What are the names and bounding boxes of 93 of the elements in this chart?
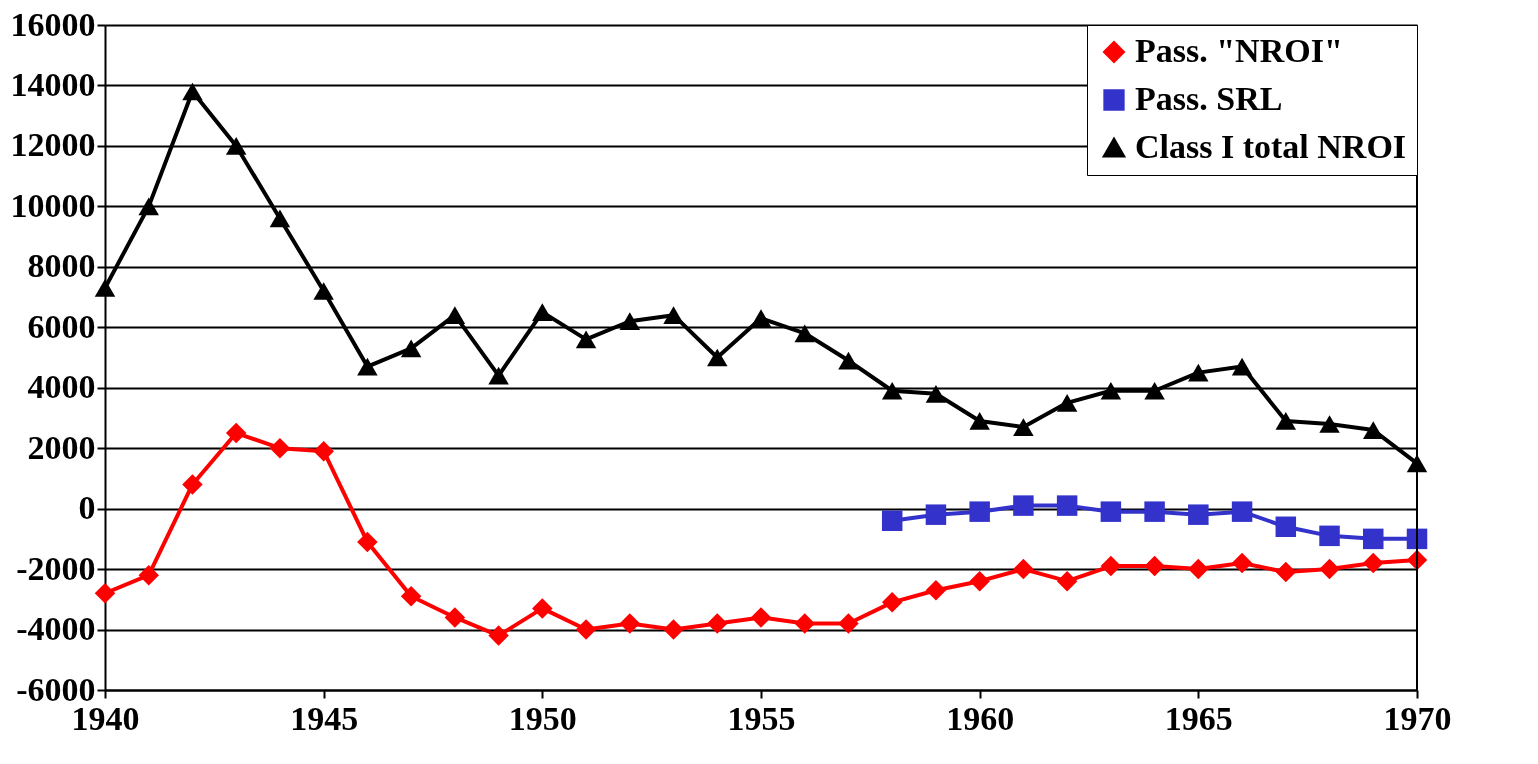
point bbox=[313, 440, 334, 462]
point bbox=[182, 474, 203, 495]
point bbox=[138, 564, 159, 586]
point bbox=[1363, 552, 1384, 574]
point bbox=[1319, 415, 1340, 433]
y-tick-label: 0 bbox=[78, 489, 96, 527]
point bbox=[1319, 558, 1340, 580]
point bbox=[1319, 525, 1340, 547]
point bbox=[138, 197, 159, 216]
point bbox=[1100, 381, 1122, 400]
point bbox=[313, 282, 334, 300]
point bbox=[225, 422, 247, 444]
legend-label: Pass. SRL bbox=[1135, 80, 1283, 117]
point bbox=[1013, 558, 1034, 580]
point bbox=[1231, 552, 1253, 574]
point bbox=[1363, 528, 1384, 550]
point bbox=[1100, 501, 1122, 522]
point bbox=[1231, 501, 1253, 522]
point bbox=[838, 351, 859, 370]
y-tick-label: 12000 bbox=[10, 126, 96, 164]
point bbox=[444, 306, 466, 325]
point bbox=[1231, 357, 1253, 376]
point bbox=[969, 570, 990, 592]
point bbox=[532, 598, 553, 619]
point bbox=[575, 330, 597, 349]
point bbox=[881, 592, 903, 613]
y-tick-label: 4000 bbox=[27, 368, 96, 406]
x-tick-label: 1965 bbox=[1164, 699, 1233, 737]
point bbox=[663, 306, 684, 325]
point bbox=[1363, 421, 1384, 439]
point bbox=[269, 209, 291, 228]
point bbox=[838, 613, 859, 634]
point bbox=[94, 583, 116, 604]
point bbox=[357, 531, 378, 553]
point bbox=[1275, 412, 1297, 430]
point bbox=[1100, 555, 1122, 577]
point bbox=[707, 348, 728, 367]
point bbox=[619, 613, 641, 634]
point bbox=[925, 384, 947, 403]
point bbox=[1188, 363, 1209, 382]
point bbox=[488, 366, 509, 385]
point bbox=[750, 309, 772, 328]
point bbox=[400, 339, 422, 358]
point bbox=[1144, 555, 1165, 577]
point bbox=[1056, 570, 1078, 592]
y-tick-label: 6000 bbox=[27, 307, 96, 345]
y-tick-label: -4000 bbox=[16, 610, 96, 648]
point bbox=[1275, 561, 1297, 583]
point bbox=[532, 303, 553, 322]
y-tick-label: -6000 bbox=[16, 670, 96, 708]
legend-label: Class I total NROI bbox=[1135, 128, 1407, 165]
point bbox=[794, 613, 815, 634]
x-tick-label: 1950 bbox=[508, 699, 577, 737]
y-tick-label: -2000 bbox=[16, 549, 96, 587]
point bbox=[1275, 516, 1297, 538]
point bbox=[357, 357, 378, 376]
x-tick-label: 1960 bbox=[946, 699, 1015, 737]
point bbox=[1056, 495, 1078, 516]
point bbox=[1144, 381, 1165, 400]
point bbox=[225, 137, 247, 155]
point bbox=[488, 625, 509, 646]
y-tick-label: 10000 bbox=[10, 186, 96, 224]
point bbox=[269, 437, 291, 459]
point bbox=[925, 580, 947, 601]
point bbox=[1144, 501, 1165, 522]
x-tick-label: 1970 bbox=[1383, 699, 1452, 737]
point bbox=[881, 381, 903, 400]
point bbox=[750, 607, 772, 628]
point bbox=[444, 607, 466, 628]
y-tick-label: 8000 bbox=[27, 247, 96, 285]
point bbox=[1013, 495, 1034, 516]
point bbox=[1188, 558, 1209, 580]
x-tick-label: 1945 bbox=[290, 699, 359, 737]
legend-label: Pass. "NROI" bbox=[1135, 32, 1343, 69]
point bbox=[707, 613, 728, 634]
point bbox=[1013, 418, 1034, 436]
point bbox=[969, 412, 990, 430]
point bbox=[794, 324, 815, 343]
y-tick-label: 2000 bbox=[27, 428, 96, 466]
point bbox=[925, 504, 947, 525]
point bbox=[1056, 393, 1078, 412]
point bbox=[619, 312, 641, 331]
point bbox=[575, 619, 597, 640]
y-tick-label: 14000 bbox=[10, 65, 96, 103]
point bbox=[400, 586, 422, 607]
y-tick-label: 16000 bbox=[10, 5, 96, 43]
point bbox=[969, 501, 990, 522]
point bbox=[881, 510, 903, 531]
point bbox=[663, 619, 684, 640]
x-tick-label: 1955 bbox=[727, 699, 796, 737]
point bbox=[182, 82, 203, 101]
point bbox=[94, 279, 116, 297]
point bbox=[1188, 504, 1209, 525]
